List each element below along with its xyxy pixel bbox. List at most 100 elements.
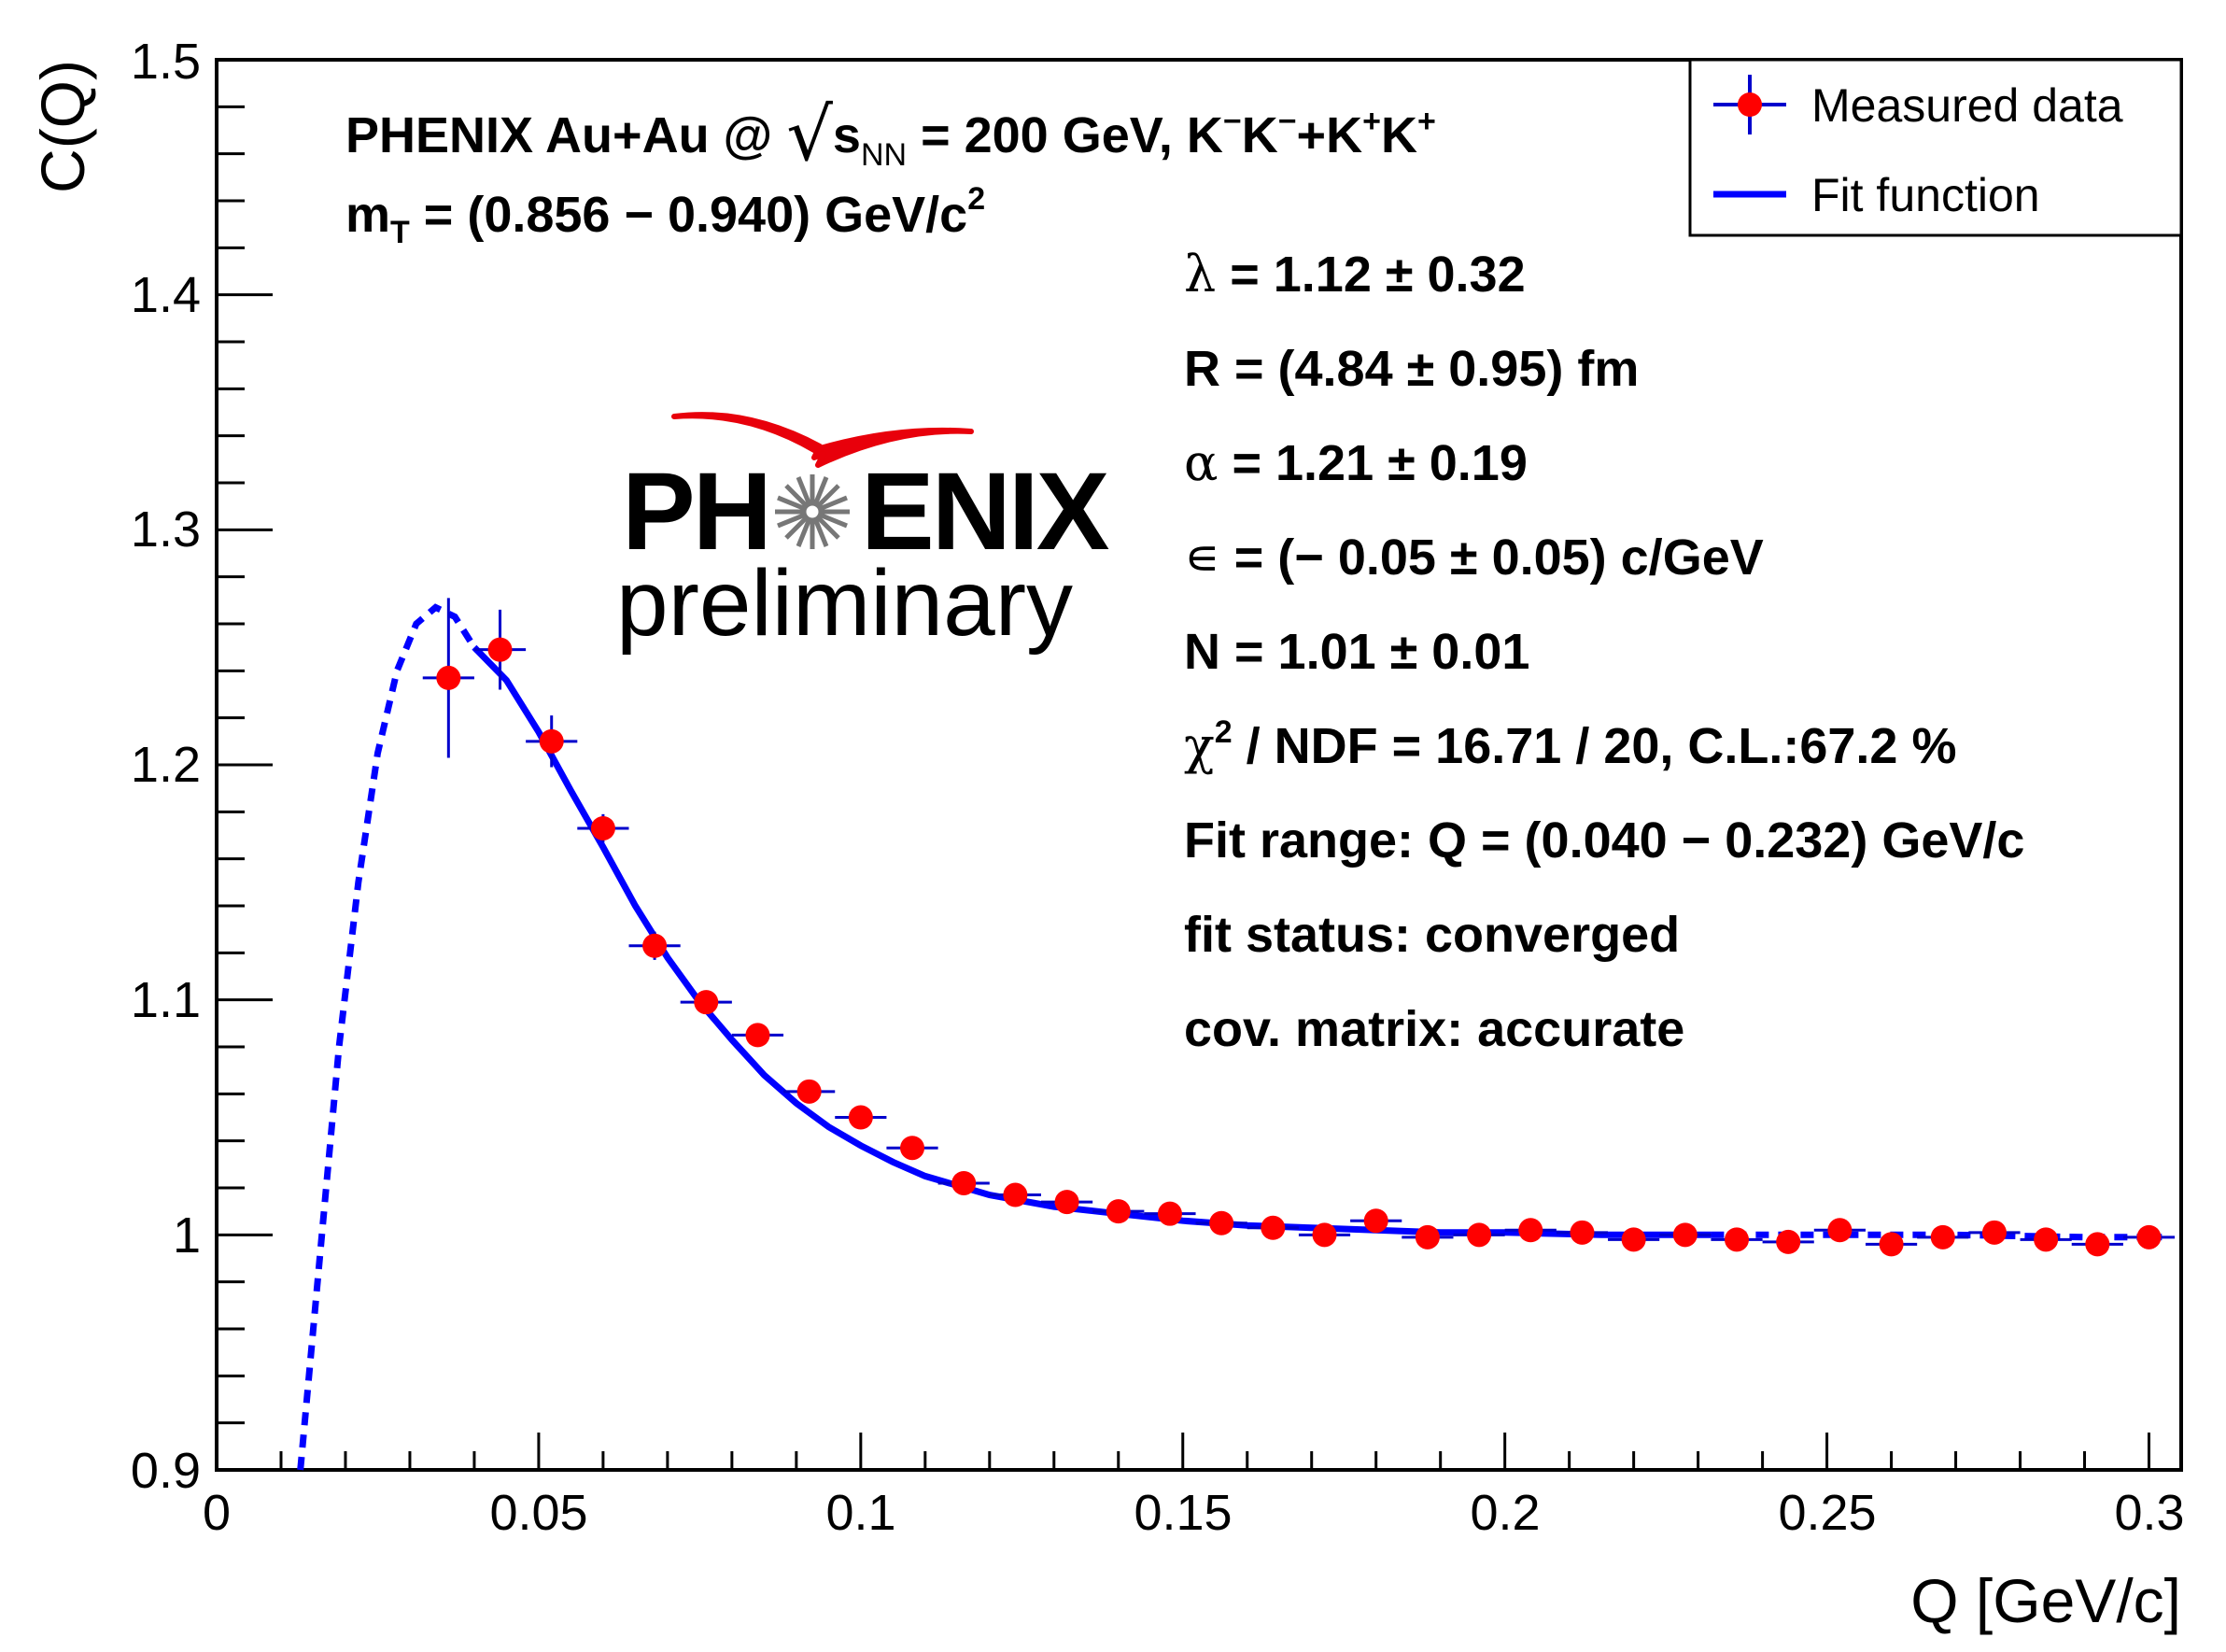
logo-ph-text: PH (622, 450, 769, 573)
data-point (1144, 1201, 1196, 1226)
logo-arc (671, 412, 974, 468)
logo-star-icon (775, 474, 850, 549)
fit-alpha: α = 1.21 ± 0.19 (1184, 433, 1528, 492)
cov-matrix: cov. matrix: accurate (1184, 1001, 1684, 1057)
data-point (680, 990, 732, 1015)
fit-curve-solid (472, 644, 1712, 1238)
mt-m: m (345, 187, 390, 243)
data-marker (1930, 1224, 1955, 1250)
data-point (1298, 1222, 1351, 1248)
y-tick-label: 1.1 (131, 972, 201, 1028)
data-point (1556, 1220, 1609, 1245)
header-k1-sup: − (1223, 104, 1242, 139)
data-point (989, 1182, 1041, 1207)
chi-symbol: χ (1184, 716, 1215, 775)
data-marker (1363, 1208, 1388, 1234)
data-point (835, 1105, 887, 1130)
data-marker (1725, 1227, 1750, 1252)
data-marker (1157, 1201, 1182, 1226)
y-tick-labels: 0.9 1 1.1 1.2 1.3 1.4 1.5 (131, 34, 201, 1499)
data-point (628, 931, 681, 960)
data-marker (1776, 1229, 1801, 1254)
fit-lambda: λ = 1.12 ± 0.32 (1184, 245, 1526, 304)
data-marker (487, 637, 513, 662)
data-point (783, 1079, 836, 1104)
data-marker (1672, 1222, 1698, 1248)
axis-ticks (215, 58, 2151, 1472)
header: PHENIX Au+Au @ √sNN = 200 GeV, K−K−+K+K+… (345, 93, 1436, 250)
fit-epsilon: ∊ = (− 0.05 ± 0.05) c/GeV (1184, 528, 1764, 586)
data-point (1350, 1208, 1402, 1234)
data-marker (590, 815, 615, 840)
x-tick-label: 0.25 (1778, 1485, 1876, 1541)
data-marker (2136, 1224, 2162, 1250)
data-point (886, 1136, 938, 1161)
data-point (473, 609, 527, 690)
alpha-symbol: α (1184, 433, 1218, 492)
y-tick-label: 1.4 (131, 267, 201, 323)
y-axis-title: C(Q) (28, 60, 97, 193)
data-point (1711, 1227, 1763, 1252)
data-marker (1570, 1220, 1595, 1245)
logo-preliminary-text: preliminary (616, 551, 1073, 656)
data-marker (1106, 1199, 1131, 1224)
header-line-2: mT = (0.856 − 0.940) GeV/c2 (345, 181, 985, 250)
legend: Measured data Fit function (1688, 58, 2183, 237)
mt-rest: = (0.856 − 0.940) GeV/c (410, 187, 967, 243)
data-point (1813, 1218, 1866, 1243)
lambda-value: = 1.12 ± 0.32 (1216, 247, 1525, 303)
data-marker (1054, 1190, 1079, 1215)
data-point (1040, 1190, 1093, 1215)
data-point (1453, 1222, 1505, 1248)
header-plus-k: +K (1297, 107, 1363, 163)
data-point (937, 1170, 990, 1195)
data-marker (1209, 1210, 1234, 1235)
data-marker (2034, 1227, 2059, 1252)
epsilon-value: = (− 0.05 ± 0.05) c/GeV (1220, 529, 1764, 586)
data-marker (848, 1105, 873, 1130)
header-k2-sup: − (1278, 104, 1297, 139)
header-mid: = 200 GeV, K (907, 107, 1223, 163)
y-tick-label: 1 (173, 1207, 201, 1264)
data-marker (1003, 1182, 1028, 1207)
chi-sup: 2 (1215, 714, 1233, 750)
sqrt-sign: √ (786, 93, 833, 177)
data-marker (2085, 1232, 2110, 1257)
legend-label-fit: Fit function (1811, 169, 2040, 221)
mt-sup: 2 (967, 181, 985, 217)
data-marker (900, 1136, 925, 1161)
alpha-value: = 1.21 ± 0.19 (1218, 435, 1527, 491)
phenix-logo: PH ENIX preliminary (616, 412, 1112, 656)
data-marker (539, 728, 564, 754)
data-point (1917, 1224, 1969, 1250)
chi-value: / NDF = 16.71 / 20, C.L.:67.2 % (1233, 718, 1957, 774)
x-tick-label: 0.2 (1470, 1485, 1540, 1541)
data-marker (642, 933, 668, 958)
data-point (2071, 1232, 2123, 1257)
data-point (1659, 1222, 1712, 1248)
data-marker (1981, 1220, 2007, 1245)
data-point (1865, 1232, 1918, 1257)
x-tick-label: 0 (203, 1485, 231, 1541)
mt-sub: T (390, 215, 410, 250)
data-point (526, 715, 578, 768)
data-point (1092, 1199, 1145, 1224)
fit-curve-extrapolated-low (297, 603, 477, 1471)
header-k4: K (1381, 107, 1417, 163)
epsilon-symbol: ∊ (1184, 528, 1220, 586)
data-marker (694, 990, 719, 1015)
y-tick-label: 1.2 (131, 737, 201, 793)
data-marker (1261, 1215, 1286, 1240)
x-axis-title: Q [GeV/c] (1910, 1566, 2181, 1635)
data-point (1195, 1210, 1247, 1235)
fit-info: λ = 1.12 ± 0.32 R = (4.84 ± 0.95) fm α =… (1184, 245, 2024, 1057)
header-s-sub: NN (861, 137, 907, 173)
data-point (1608, 1227, 1660, 1252)
data-points-layer (422, 598, 2176, 1257)
data-point (2020, 1227, 2072, 1252)
data-point (577, 813, 629, 843)
header-k4-sup: + (1417, 104, 1436, 139)
legend-label-measured: Measured data (1811, 79, 2123, 132)
data-point (1247, 1215, 1299, 1240)
